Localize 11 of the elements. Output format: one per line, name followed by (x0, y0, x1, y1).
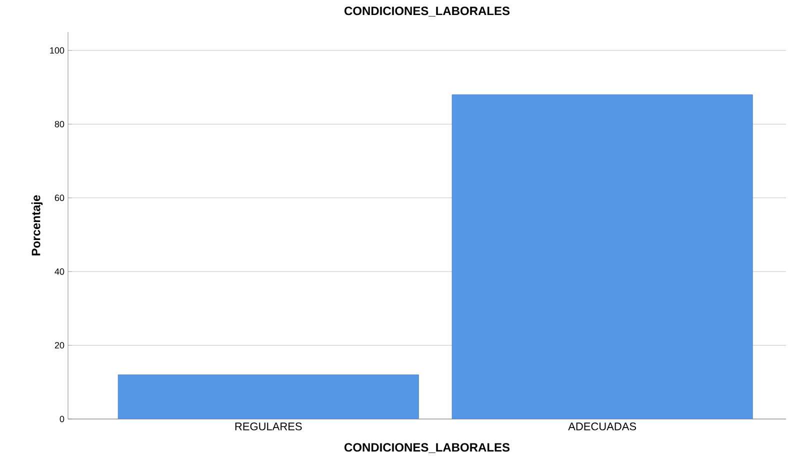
y-axis-title: Porcentaje (31, 195, 43, 256)
y-tick-label: 60 (54, 194, 64, 202)
y-tick-label: 40 (54, 268, 64, 275)
y-tick-label: 80 (54, 120, 64, 128)
y-tick-label: 20 (54, 342, 64, 348)
x-tick-label: ADECUADAS (568, 422, 636, 430)
y-tick-label: 100 (50, 47, 64, 54)
y-tick-label: 0 (60, 416, 64, 422)
x-tick-label: REGULARES (235, 422, 302, 430)
x-axis-title: CONDICIONES_LABORALES (344, 443, 510, 453)
chart-title: CONDICIONES_LABORALES (344, 6, 510, 17)
